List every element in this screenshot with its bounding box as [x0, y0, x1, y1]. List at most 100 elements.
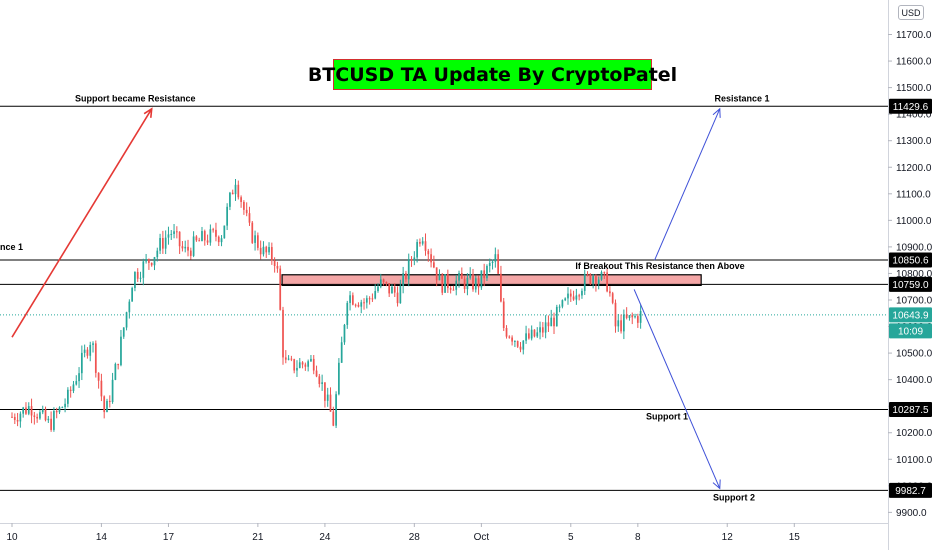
candle [293, 358, 296, 374]
candle-body [460, 273, 463, 279]
candle [122, 327, 125, 339]
candle-body [558, 306, 561, 308]
candle [357, 302, 360, 308]
time-axis[interactable]: 10 14 17 21 24 28 Oct 5 8 12 15 [0, 523, 888, 543]
candle [19, 411, 22, 428]
candle [500, 265, 502, 303]
candle [393, 283, 396, 297]
candle [175, 226, 178, 239]
candle-body [153, 257, 156, 266]
candle-body [611, 293, 614, 303]
candle [396, 286, 399, 307]
candle-body [586, 273, 589, 275]
time-tick-label: 14 [96, 532, 108, 543]
candle [284, 350, 287, 364]
projection-arrowhead [143, 107, 153, 118]
candle-body [628, 315, 631, 318]
candle [159, 233, 161, 255]
candle [245, 202, 248, 217]
candle [421, 237, 424, 246]
candle-body [572, 296, 575, 300]
current-price-tag-bg [889, 307, 932, 323]
candle-body [433, 262, 435, 268]
candle [494, 247, 497, 268]
candle-body [245, 209, 248, 214]
candle-body [578, 295, 581, 297]
candle [13, 413, 16, 425]
time-tick-label: 15 [789, 532, 801, 543]
candle [449, 286, 452, 294]
candle [111, 372, 114, 404]
candle-body [463, 278, 466, 290]
candle [539, 321, 541, 340]
candle [321, 374, 323, 391]
candle [371, 293, 374, 302]
candle-body [455, 280, 458, 290]
candle-body [494, 254, 497, 262]
candle-body [89, 344, 92, 356]
time-tick-label: 28 [409, 532, 421, 543]
candle [511, 335, 513, 346]
candle-body [379, 279, 382, 287]
price-levels [0, 105, 888, 491]
candle [480, 270, 483, 290]
candle-body [36, 416, 39, 419]
candle-body [500, 273, 502, 302]
price-axis[interactable]: 11700.0 11600.0 11500.0 11400.0 11300.0 11200… [888, 0, 932, 550]
currency-badge[interactable]: USD [898, 5, 924, 20]
candle [340, 336, 343, 363]
candle-body [55, 410, 58, 413]
candle-body [488, 263, 491, 266]
candle [600, 270, 603, 281]
candle-body [61, 407, 64, 409]
candle-body [33, 415, 36, 417]
candle-body [533, 329, 536, 337]
candle [290, 355, 293, 362]
candle [234, 178, 237, 201]
candle [620, 314, 622, 334]
candle [410, 256, 413, 267]
candle-body [541, 327, 544, 333]
candle [413, 251, 416, 266]
candle [164, 230, 167, 255]
candle [460, 267, 463, 279]
candle-body [19, 413, 22, 422]
candle [522, 340, 525, 355]
candle-body [301, 362, 304, 365]
candle [508, 335, 511, 339]
candle-body [622, 314, 625, 332]
candle-body [117, 363, 120, 366]
price-tick-label: 11000.0 [896, 216, 932, 227]
price-tick-label: 10500.0 [896, 349, 932, 360]
candle-body [416, 242, 418, 258]
candle-body [80, 352, 83, 374]
candle [11, 412, 13, 418]
candle-body [131, 287, 134, 302]
candle-body [564, 298, 567, 301]
candle-body [483, 270, 486, 279]
candle [170, 229, 173, 240]
candle [399, 279, 402, 304]
candle [114, 362, 117, 381]
candle [80, 345, 83, 381]
candle-body [329, 394, 332, 412]
annotation-support-1: Support 1 [646, 412, 688, 422]
candle [528, 328, 530, 340]
candle [276, 261, 279, 273]
candle [463, 276, 466, 294]
candle [296, 360, 298, 377]
candle-body [393, 286, 396, 293]
candle [614, 299, 617, 333]
candle [603, 271, 606, 280]
candle-body [351, 295, 354, 305]
candle [251, 221, 254, 244]
candle [326, 387, 329, 407]
candle-body [11, 416, 13, 418]
candle [27, 402, 30, 416]
candle [201, 226, 203, 242]
candle [609, 286, 611, 297]
price-tag: 9982.7 [889, 482, 932, 498]
time-tick-label: 17 [163, 532, 175, 543]
candle-body [444, 274, 446, 293]
